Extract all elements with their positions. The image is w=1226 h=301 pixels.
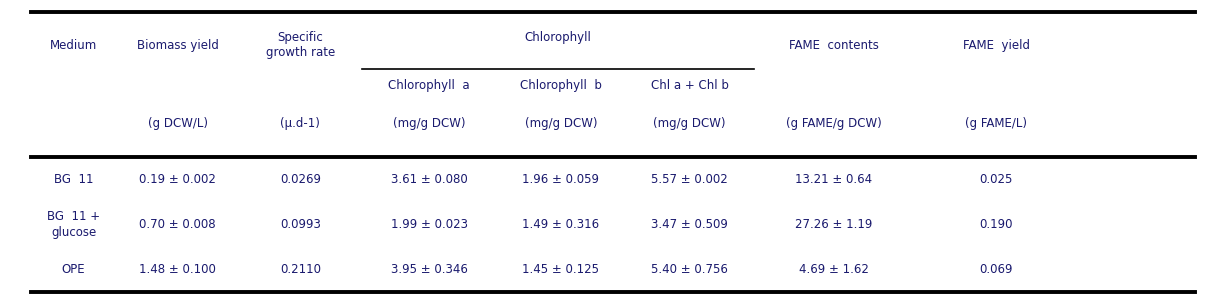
Text: 27.26 ± 1.19: 27.26 ± 1.19 [794, 218, 873, 231]
Text: 1.48 ± 0.100: 1.48 ± 0.100 [140, 263, 216, 276]
Text: 0.0269: 0.0269 [280, 172, 321, 186]
Text: (μ.d-1): (μ.d-1) [281, 117, 320, 130]
Text: (g FAME/g DCW): (g FAME/g DCW) [786, 117, 881, 130]
Text: glucose: glucose [51, 226, 96, 239]
Text: 0.069: 0.069 [980, 263, 1013, 276]
Text: 0.025: 0.025 [980, 172, 1013, 186]
Text: FAME  yield: FAME yield [962, 39, 1030, 52]
Text: 3.47 ± 0.509: 3.47 ± 0.509 [651, 218, 728, 231]
Text: growth rate: growth rate [266, 46, 335, 59]
Text: 0.19 ± 0.002: 0.19 ± 0.002 [140, 172, 216, 186]
Text: 1.45 ± 0.125: 1.45 ± 0.125 [522, 263, 600, 276]
Text: FAME  contents: FAME contents [788, 39, 879, 52]
Text: 1.49 ± 0.316: 1.49 ± 0.316 [522, 218, 600, 231]
Text: Chlorophyll: Chlorophyll [525, 31, 591, 44]
Text: 0.2110: 0.2110 [280, 263, 321, 276]
Text: BG  11: BG 11 [54, 172, 93, 186]
Text: 3.95 ± 0.346: 3.95 ± 0.346 [391, 263, 467, 276]
Text: Chlorophyll  b: Chlorophyll b [520, 79, 602, 92]
Text: 0.0993: 0.0993 [280, 218, 321, 231]
Text: 5.40 ± 0.756: 5.40 ± 0.756 [651, 263, 728, 276]
Text: (mg/g DCW): (mg/g DCW) [525, 117, 597, 130]
Text: 5.57 ± 0.002: 5.57 ± 0.002 [651, 172, 728, 186]
Text: 4.69 ± 1.62: 4.69 ± 1.62 [799, 263, 868, 276]
Text: 1.99 ± 0.023: 1.99 ± 0.023 [391, 218, 467, 231]
Text: Specific: Specific [277, 31, 324, 44]
Text: Medium: Medium [50, 39, 97, 52]
Text: BG  11 +: BG 11 + [47, 209, 101, 223]
Text: OPE: OPE [61, 263, 86, 276]
Text: (g FAME/L): (g FAME/L) [965, 117, 1027, 130]
Text: 13.21 ± 0.64: 13.21 ± 0.64 [796, 172, 872, 186]
Text: Biomass yield: Biomass yield [137, 39, 218, 52]
Text: Chlorophyll  a: Chlorophyll a [389, 79, 470, 92]
Text: 1.96 ± 0.059: 1.96 ± 0.059 [522, 172, 600, 186]
Text: (g DCW/L): (g DCW/L) [148, 117, 207, 130]
Text: (mg/g DCW): (mg/g DCW) [653, 117, 726, 130]
Text: (mg/g DCW): (mg/g DCW) [392, 117, 466, 130]
Text: Chl a + Chl b: Chl a + Chl b [651, 79, 728, 92]
Text: 0.190: 0.190 [980, 218, 1013, 231]
Text: 0.70 ± 0.008: 0.70 ± 0.008 [140, 218, 216, 231]
Text: 3.61 ± 0.080: 3.61 ± 0.080 [391, 172, 467, 186]
